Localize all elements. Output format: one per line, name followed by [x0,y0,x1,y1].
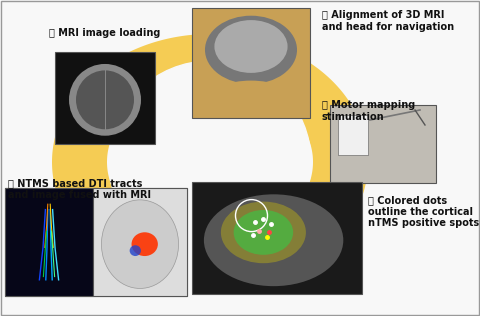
Ellipse shape [215,20,288,73]
FancyBboxPatch shape [192,8,310,118]
Polygon shape [52,34,368,282]
Ellipse shape [101,200,179,289]
FancyBboxPatch shape [330,105,436,183]
FancyBboxPatch shape [338,115,368,155]
FancyBboxPatch shape [93,188,187,296]
Ellipse shape [234,210,293,255]
FancyBboxPatch shape [192,182,362,294]
Text: Ⓔ NTMS based DTI tracts
and image fused with MRI: Ⓔ NTMS based DTI tracts and image fused … [8,178,151,200]
Text: Ⓓ Colored dots
outline the cortical
nTMS positive spots: Ⓓ Colored dots outline the cortical nTMS… [368,195,479,228]
Ellipse shape [132,232,158,256]
FancyBboxPatch shape [55,52,155,144]
Ellipse shape [204,194,343,286]
Ellipse shape [221,202,306,263]
Ellipse shape [210,81,292,116]
Ellipse shape [130,245,141,256]
Polygon shape [115,255,156,283]
Text: Ⓒ Motor mapping
stimulation: Ⓒ Motor mapping stimulation [322,100,415,122]
FancyBboxPatch shape [5,188,187,296]
Ellipse shape [205,16,297,84]
Ellipse shape [69,64,141,136]
Circle shape [109,61,311,263]
FancyBboxPatch shape [5,188,93,296]
Ellipse shape [76,70,134,129]
Text: Ⓑ Alignment of 3D MRI
and head for navigation: Ⓑ Alignment of 3D MRI and head for navig… [322,10,454,32]
Text: Ⓐ MRI image loading: Ⓐ MRI image loading [49,28,161,38]
